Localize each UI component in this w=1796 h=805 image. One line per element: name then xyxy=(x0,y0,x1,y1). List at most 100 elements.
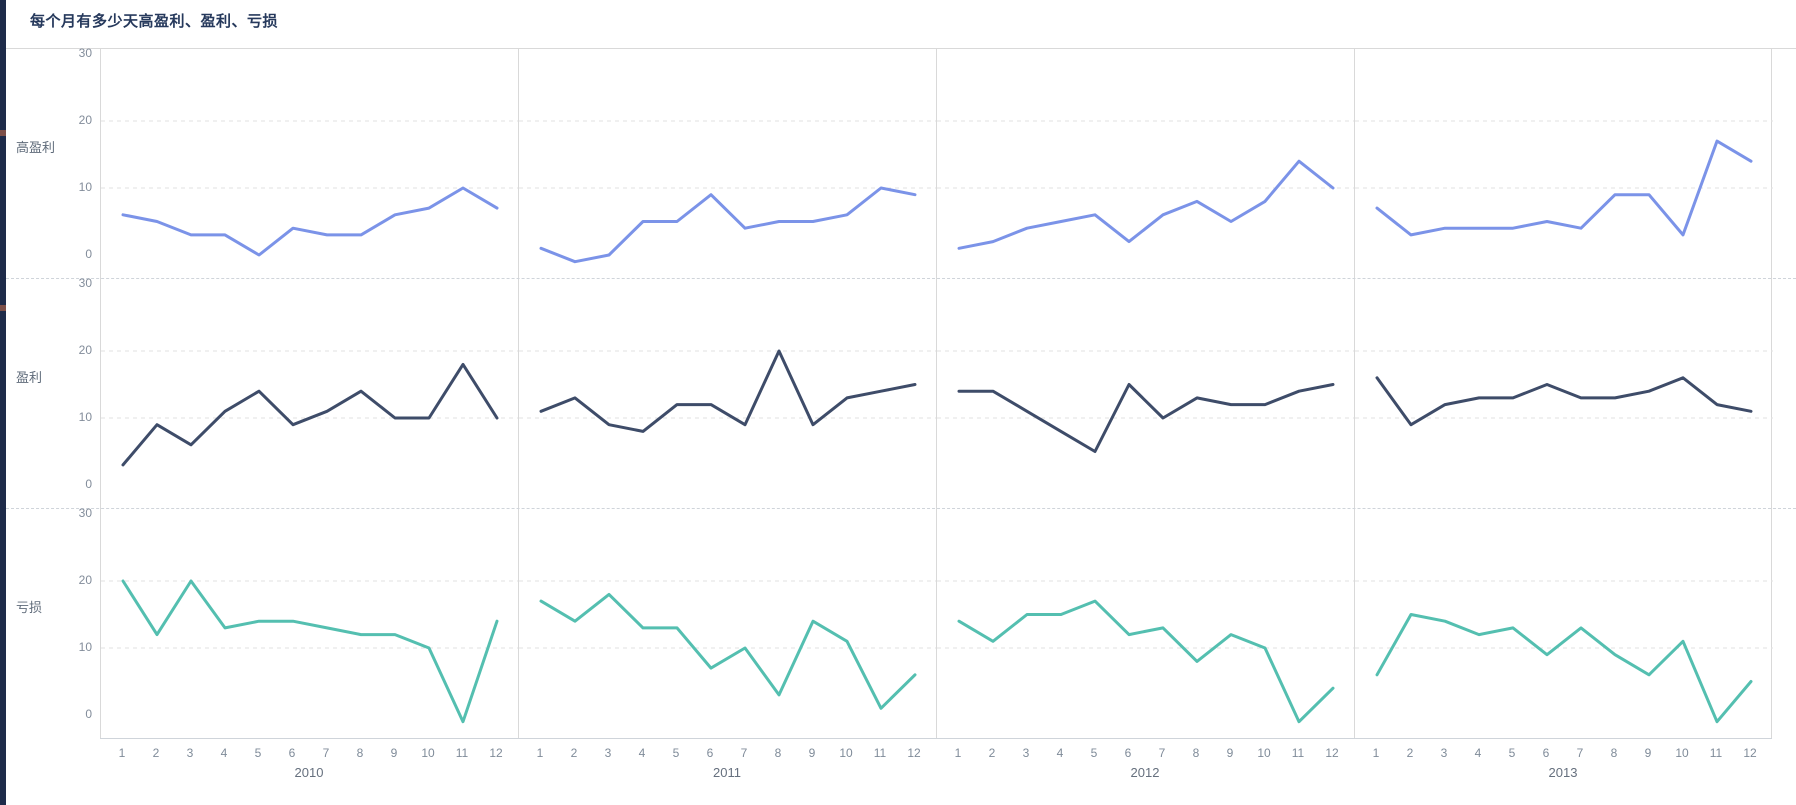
year-label-2013: 2013 xyxy=(1548,765,1578,780)
y-tick-label: 20 xyxy=(78,573,92,587)
accent-notch xyxy=(0,130,6,136)
x-tick-label: 1 xyxy=(536,746,544,760)
row-label: 亏损 xyxy=(16,600,43,615)
line-plot xyxy=(937,580,1355,724)
x-tick-label: 9 xyxy=(808,746,816,760)
series-line-2012 xyxy=(957,599,1335,724)
x-tick-label: 4 xyxy=(220,746,228,760)
y-axis-column: 亏损 30 20 10 0 xyxy=(6,506,100,739)
x-tick-label: 3 xyxy=(604,746,612,760)
x-tick-label: 2 xyxy=(1406,746,1414,760)
x-tick-label: 9 xyxy=(1226,746,1234,760)
chart-row-3: 亏损 30 20 10 0 xyxy=(6,506,1796,739)
x-tick-label: 7 xyxy=(322,746,330,760)
x-tick-label: 5 xyxy=(254,746,262,760)
x-tick-label: 4 xyxy=(638,746,646,760)
series-line-2010 xyxy=(121,186,499,257)
facet-line-chart: 高盈利 30 20 10 0 盈利 30 20 10 0 亏损 30 20 10 0 1 2 3 4 5 6 7 8 9 10 1… xyxy=(6,46,1796,784)
y-tick-label: 30 xyxy=(78,276,92,290)
x-tick-label: 12 xyxy=(1325,746,1339,760)
line-plot xyxy=(519,580,937,710)
chart-row-2: 盈利 30 20 10 0 xyxy=(6,276,1796,509)
x-tick-label: 11 xyxy=(1291,746,1305,760)
x-tick-label: 8 xyxy=(356,746,364,760)
x-tick-label: 12 xyxy=(489,746,503,760)
row-label: 盈利 xyxy=(16,370,43,385)
y-tick-label: 10 xyxy=(78,640,92,654)
line-plot xyxy=(519,349,937,433)
y-tick-label: 10 xyxy=(78,410,92,424)
line-plot xyxy=(1355,580,1773,724)
panel-2011-row2 xyxy=(518,279,937,509)
series-line-2010 xyxy=(121,579,499,724)
x-tick-label: 8 xyxy=(774,746,782,760)
y-axis-column: 盈利 30 20 10 0 xyxy=(6,276,100,509)
x-tick-label: 6 xyxy=(1124,746,1132,760)
y-tick-label: 0 xyxy=(85,707,92,721)
y-tick-label: 30 xyxy=(78,46,92,60)
panel-2012-row3 xyxy=(936,509,1355,739)
x-tick-label: 8 xyxy=(1610,746,1618,760)
y-axis-column: 高盈利 30 20 10 0 xyxy=(6,46,100,279)
panel-2010-row2 xyxy=(100,279,519,509)
x-tick-label: 2 xyxy=(570,746,578,760)
y-tick-label: 10 xyxy=(78,180,92,194)
x-tick-label: 3 xyxy=(1022,746,1030,760)
line-plot xyxy=(937,120,1355,250)
series-line-2013 xyxy=(1375,376,1753,427)
x-tick-label: 12 xyxy=(1743,746,1757,760)
x-tick-label: 2 xyxy=(988,746,996,760)
x-tick-label: 4 xyxy=(1474,746,1482,760)
year-label-2011: 2011 xyxy=(713,765,741,780)
series-line-2010 xyxy=(121,362,499,467)
line-plot xyxy=(101,579,519,724)
series-line-2011 xyxy=(539,592,917,710)
series-line-2011 xyxy=(539,186,917,264)
x-tick-label: 1 xyxy=(954,746,962,760)
x-tick-label: 4 xyxy=(1056,746,1064,760)
x-tick-label: 7 xyxy=(740,746,748,760)
line-plot xyxy=(101,120,519,257)
panel-2010-row3 xyxy=(100,509,519,739)
x-tick-label: 10 xyxy=(1257,746,1271,760)
line-plot xyxy=(101,350,519,467)
x-tick-label: 2 xyxy=(152,746,160,760)
x-tick-label: 6 xyxy=(1542,746,1550,760)
x-tick-label: 6 xyxy=(706,746,714,760)
x-tick-label: 11 xyxy=(455,746,469,760)
panel-2013-row1 xyxy=(1354,49,1773,279)
x-tick-label: 5 xyxy=(1508,746,1516,760)
panel-2012-row1 xyxy=(936,49,1355,279)
x-tick-label: 5 xyxy=(1090,746,1098,760)
year-label-2012: 2012 xyxy=(1130,765,1160,780)
y-tick-label: 20 xyxy=(78,113,92,127)
series-line-2013 xyxy=(1375,613,1753,724)
x-tick-label: 10 xyxy=(421,746,435,760)
accent-notch xyxy=(0,305,6,311)
panel-2010-row1 xyxy=(100,49,519,279)
y-tick-label: 0 xyxy=(85,477,92,491)
x-tick-label: 12 xyxy=(907,746,921,760)
x-tick-label: 6 xyxy=(288,746,296,760)
line-plot xyxy=(937,350,1355,453)
page-title: 每个月有多少天高盈利、盈利、亏损 xyxy=(30,13,279,30)
x-tick-label: 7 xyxy=(1576,746,1584,760)
panel-strip xyxy=(100,509,1773,739)
series-line-2011 xyxy=(539,349,917,433)
x-tick-label: 10 xyxy=(1675,746,1689,760)
series-line-2013 xyxy=(1375,139,1753,237)
panel-2013-row3 xyxy=(1354,509,1773,739)
y-tick-label: 30 xyxy=(78,506,92,520)
x-tick-label: 3 xyxy=(186,746,194,760)
x-axis: 1 2 3 4 5 6 7 8 9 10 11 12 2010 1 2 3 4 5 6 7 8 9 10 11 12 2011 1 2… xyxy=(100,738,1772,784)
line-plot xyxy=(1355,120,1773,237)
panel-2012-row2 xyxy=(936,279,1355,509)
series-line-2012 xyxy=(957,383,1335,453)
x-tick-label: 10 xyxy=(839,746,853,760)
chart-row-1: 高盈利 30 20 10 0 xyxy=(6,46,1796,279)
y-tick-label: 0 xyxy=(85,247,92,261)
left-accent-bar xyxy=(0,0,6,805)
x-tick-label: 11 xyxy=(873,746,887,760)
x-tick-label: 8 xyxy=(1192,746,1200,760)
